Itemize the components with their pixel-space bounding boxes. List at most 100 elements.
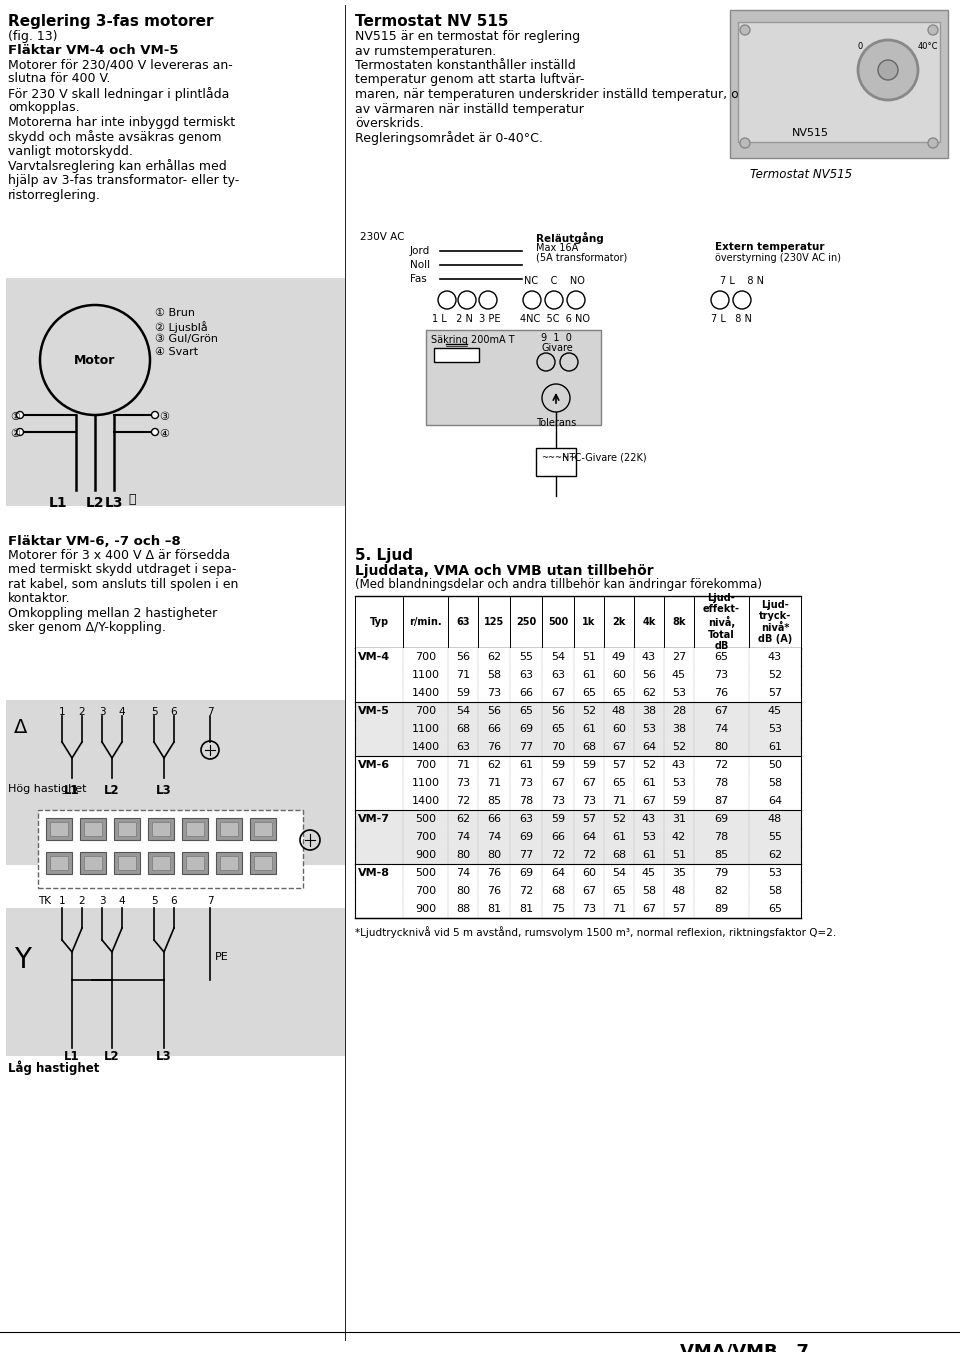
Text: sker genom Δ/Y-koppling.: sker genom Δ/Y-koppling.: [8, 622, 166, 634]
Text: 1400: 1400: [412, 796, 440, 806]
Text: Jord: Jord: [410, 246, 430, 256]
Text: 64: 64: [582, 831, 596, 842]
Text: maren, när temperaturen underskrider inställd temperatur, och stänga: maren, när temperaturen underskrider ins…: [355, 88, 801, 101]
Text: 5. Ljud: 5. Ljud: [355, 548, 413, 562]
Text: Givare: Givare: [541, 343, 573, 353]
Text: Tolerans: Tolerans: [536, 418, 576, 429]
Text: NTC-Givare (22K): NTC-Givare (22K): [562, 453, 647, 462]
Text: L2: L2: [105, 784, 120, 796]
Text: 1100: 1100: [412, 777, 440, 788]
Text: PE: PE: [215, 952, 228, 963]
Bar: [186, 822, 204, 836]
Text: 5: 5: [151, 896, 157, 906]
Text: 71: 71: [487, 777, 501, 788]
Bar: [50, 822, 68, 836]
Text: 53: 53: [768, 868, 782, 877]
Text: 65: 65: [612, 886, 626, 896]
Text: 66: 66: [519, 688, 533, 698]
Text: 52: 52: [672, 742, 686, 752]
Bar: [114, 818, 140, 840]
Bar: [38, 810, 303, 888]
Circle shape: [152, 411, 158, 419]
Text: 50: 50: [768, 760, 782, 771]
Text: 78: 78: [518, 796, 533, 806]
Text: 74: 74: [456, 868, 470, 877]
Text: 60: 60: [582, 868, 596, 877]
Text: 1100: 1100: [412, 671, 440, 680]
Bar: [152, 856, 170, 869]
Text: 500: 500: [548, 617, 568, 627]
Text: För 230 V skall ledningar i plintlåda: För 230 V skall ledningar i plintlåda: [8, 87, 229, 101]
Circle shape: [16, 429, 23, 435]
Text: 80: 80: [714, 742, 729, 752]
Bar: [355, 846, 801, 864]
Text: NV515 är en termostat för reglering: NV515 är en termostat för reglering: [355, 30, 580, 43]
Text: Δ: Δ: [14, 718, 28, 737]
Text: 60: 60: [612, 671, 626, 680]
Text: 67: 67: [582, 777, 596, 788]
Text: 56: 56: [642, 671, 656, 680]
Text: 62: 62: [487, 760, 501, 771]
Text: 63: 63: [519, 814, 533, 823]
Text: L1: L1: [49, 496, 67, 510]
Text: 58: 58: [487, 671, 501, 680]
Text: 53: 53: [672, 688, 686, 698]
Bar: [46, 852, 72, 873]
Text: 61: 61: [642, 850, 656, 860]
Text: skydd och måste avsäkras genom: skydd och måste avsäkras genom: [8, 131, 222, 145]
Text: 6: 6: [171, 707, 178, 717]
Text: VM-6: VM-6: [358, 760, 390, 771]
Text: 80: 80: [456, 850, 470, 860]
Text: 56: 56: [487, 706, 501, 717]
Text: 4: 4: [119, 896, 126, 906]
Text: 1 L   2 N  3 PE: 1 L 2 N 3 PE: [432, 314, 500, 324]
Bar: [355, 900, 801, 918]
Text: 1400: 1400: [412, 688, 440, 698]
Text: kontaktor.: kontaktor.: [8, 592, 71, 606]
Text: 700: 700: [415, 831, 436, 842]
Text: 61: 61: [642, 777, 656, 788]
Text: 48: 48: [768, 814, 782, 823]
Text: 52: 52: [612, 814, 626, 823]
Bar: [148, 818, 174, 840]
Text: 700: 700: [415, 706, 436, 717]
Text: Motorer för 3 x 400 V Δ är försedda: Motorer för 3 x 400 V Δ är försedda: [8, 549, 230, 562]
Text: ③: ③: [159, 412, 169, 422]
Bar: [46, 818, 72, 840]
Text: 82: 82: [714, 886, 729, 896]
Text: 81: 81: [487, 904, 501, 914]
Circle shape: [878, 59, 898, 80]
Text: 76: 76: [487, 886, 501, 896]
Text: 73: 73: [714, 671, 729, 680]
Text: 57: 57: [672, 904, 686, 914]
Text: 4: 4: [119, 707, 126, 717]
Text: överstyrning (230V AC in): överstyrning (230V AC in): [715, 253, 841, 264]
Text: 67: 67: [612, 742, 626, 752]
Text: 2: 2: [79, 707, 85, 717]
Text: 65: 65: [519, 706, 533, 717]
Bar: [152, 822, 170, 836]
Text: 81: 81: [519, 904, 533, 914]
Text: 4NC  5C  6 NO: 4NC 5C 6 NO: [520, 314, 590, 324]
Text: 76: 76: [714, 688, 729, 698]
Text: 71: 71: [456, 760, 470, 771]
Text: 89: 89: [714, 904, 729, 914]
Text: 61: 61: [768, 742, 782, 752]
Text: 700: 700: [415, 886, 436, 896]
Text: 80: 80: [456, 886, 470, 896]
Text: *Ljudtrycknivå vid 5 m avstånd, rumsvolym 1500 m³, normal reflexion, riktningsfa: *Ljudtrycknivå vid 5 m avstånd, rumsvoly…: [355, 926, 836, 938]
Text: Omkoppling mellan 2 hastigheter: Omkoppling mellan 2 hastigheter: [8, 607, 217, 621]
Text: Motor: Motor: [74, 353, 116, 366]
Bar: [355, 684, 801, 702]
Bar: [216, 852, 242, 873]
Text: 69: 69: [519, 868, 533, 877]
Text: 75: 75: [551, 904, 565, 914]
Circle shape: [740, 138, 750, 147]
Circle shape: [858, 41, 918, 100]
Text: 67: 67: [551, 688, 565, 698]
Text: 68: 68: [551, 886, 565, 896]
Text: VM-8: VM-8: [358, 868, 390, 877]
Bar: [114, 852, 140, 873]
Text: 3: 3: [99, 707, 106, 717]
Text: 67: 67: [551, 777, 565, 788]
